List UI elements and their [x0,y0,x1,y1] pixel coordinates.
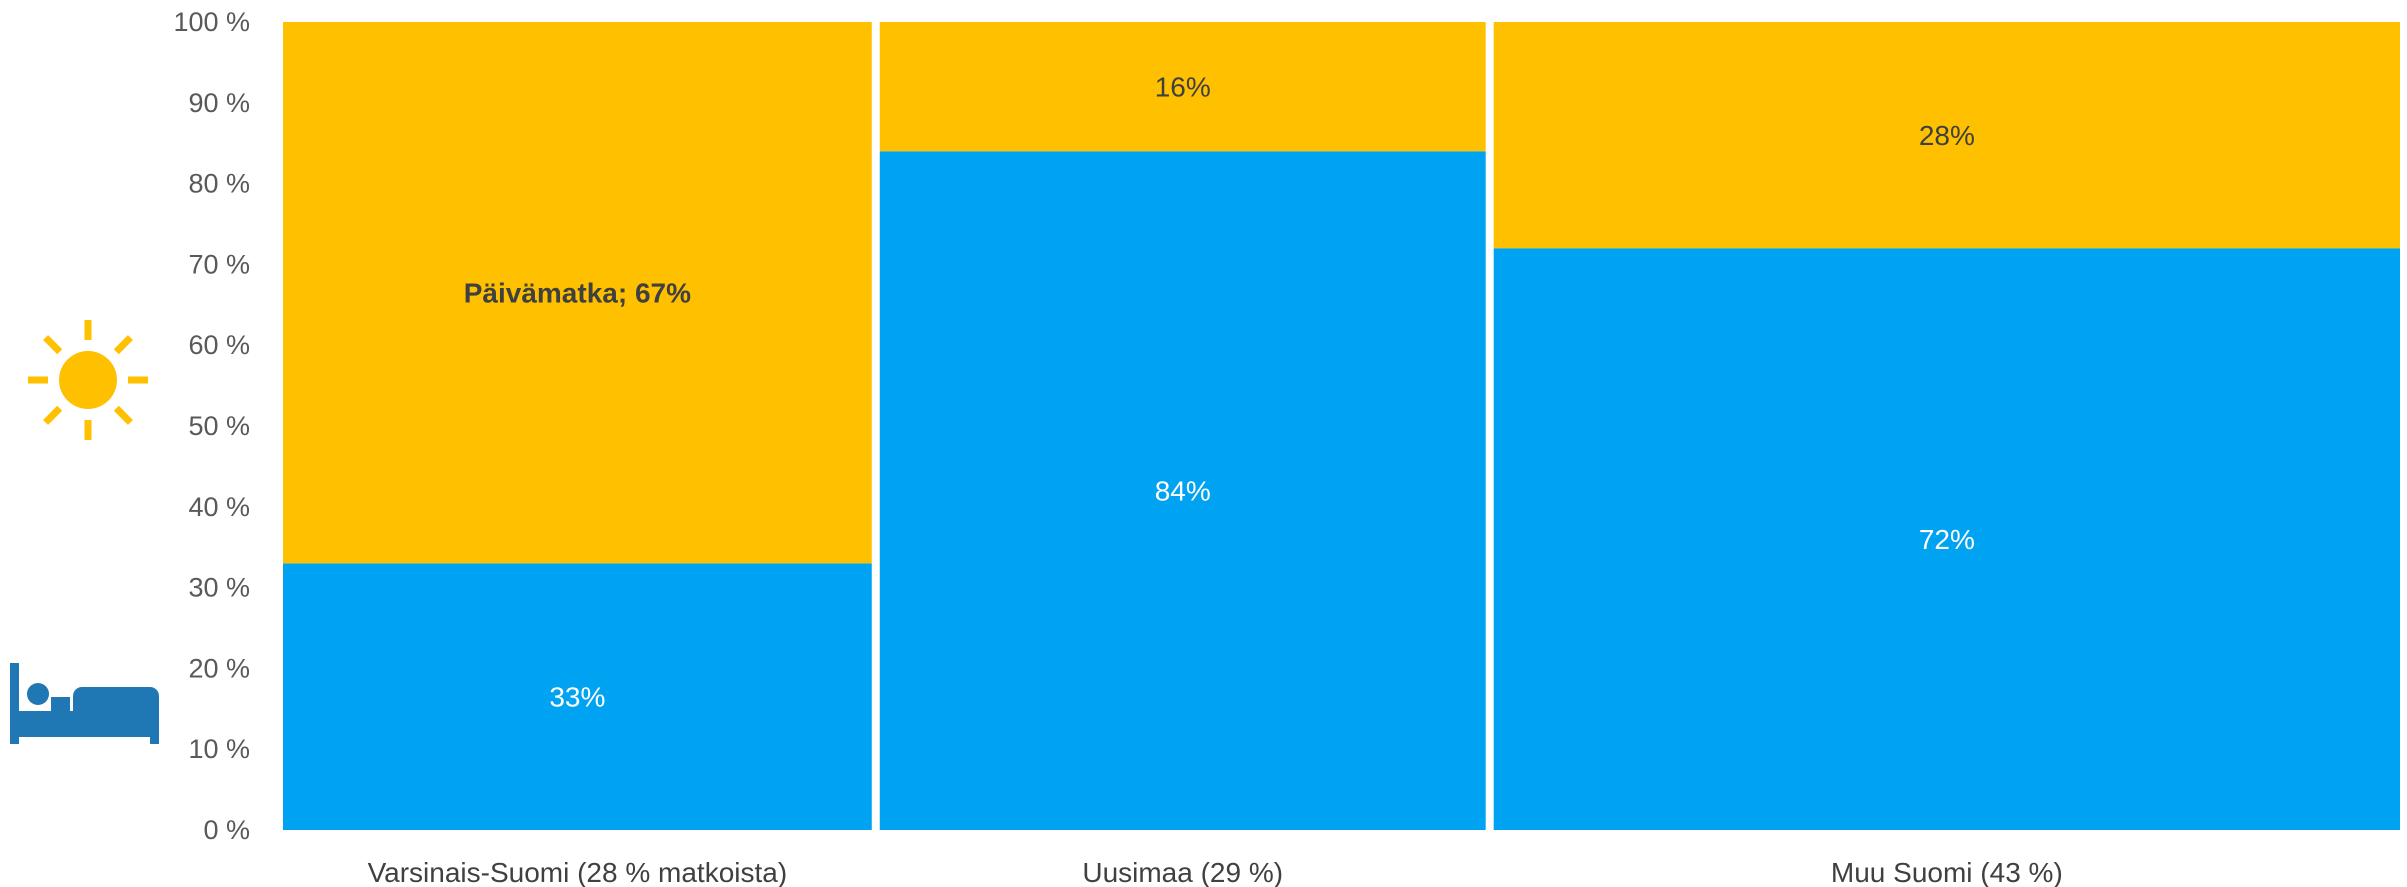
x-category-label: Varsinais-Suomi (28 % matkoista) [368,857,788,887]
bar-segment-overnight [283,563,872,830]
sun-ray [113,405,133,425]
y-tick-label: 80 % [188,169,250,199]
data-label-overnight: 33% [549,682,605,713]
y-tick-label: 20 % [188,653,250,683]
data-label-daytrip: 16% [1155,72,1211,103]
data-label-daytrip: 28% [1919,120,1975,151]
sun-ray [43,405,63,425]
y-tick-label: 50 % [188,411,250,441]
data-label-overnight: 72% [1919,524,1975,555]
y-tick-label: 0 % [203,815,250,845]
data-label-overnight: 84% [1155,476,1211,507]
y-tick-label: 30 % [188,573,250,603]
y-tick-label: 100 % [173,7,250,37]
x-axis: Varsinais-Suomi (28 % matkoista) Uusimaa … [368,857,2063,887]
y-tick-label: 90 % [188,88,250,118]
y-tick-label: 10 % [188,734,250,764]
x-category-label: Muu Suomi (43 %) [1831,857,2063,887]
plot-area: 33% Päivämatka; 67% 84% 16% 72% 28% [283,22,2400,831]
bar-segment-overnight [879,151,1486,830]
x-category-label: Uusimaa (29 %) [1082,857,1283,887]
bar-segment-daytrip [283,22,872,564]
data-label-daytrip: Päivämatka; 67% [464,278,691,309]
sun-ray [113,335,133,355]
bar-segment-daytrip [1493,22,2400,249]
bar-segment-overnight [1493,248,2400,831]
y-axis: 0 % 10 % 20 % 30 % 40 % 50 % 60 % 70 % 80 % 90 % 1… [173,7,250,845]
y-tick-label: 70 % [188,249,250,279]
bar-segment-daytrip [879,22,1486,152]
y-tick-label: 60 % [188,330,250,360]
bed-icon [10,663,159,744]
sun-ray [43,335,63,355]
y-tick-label: 40 % [188,492,250,522]
sun-icon [28,320,148,440]
